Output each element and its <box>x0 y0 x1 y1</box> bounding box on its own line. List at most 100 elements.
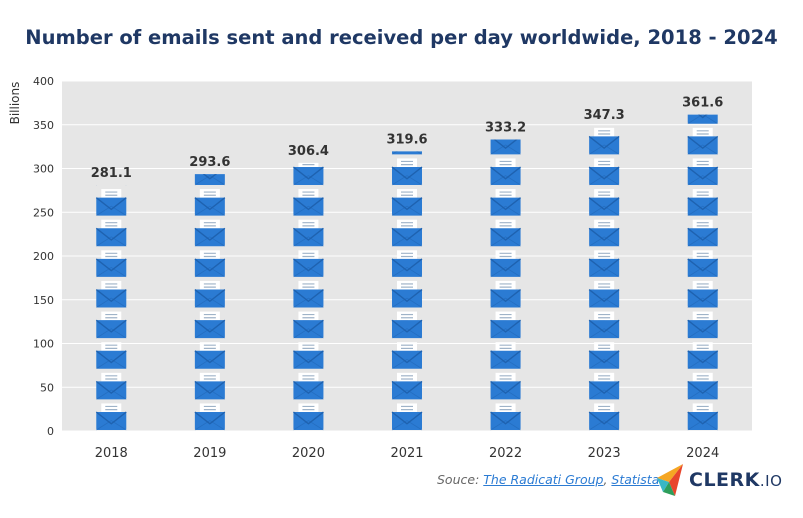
envelope-fold <box>588 236 620 247</box>
envelope-fold <box>391 297 423 308</box>
envelope-fold <box>490 328 521 339</box>
x-tick-label: 2019 <box>193 446 226 461</box>
envelope-flap <box>588 166 620 180</box>
clerk-logo-text: CLERK.IO <box>689 469 782 491</box>
envelope-flap <box>687 380 719 395</box>
envelope-fold <box>588 420 620 431</box>
bar-2018 <box>95 185 127 431</box>
envelope-fold <box>391 358 423 370</box>
envelope-fold <box>687 236 718 247</box>
envelope-flap <box>588 380 620 395</box>
envelope-flap <box>194 319 226 333</box>
envelope-fold <box>687 175 718 186</box>
y-axis-label: Billions <box>8 82 22 125</box>
envelope-flap <box>493 139 518 150</box>
envelope-stack <box>292 162 324 431</box>
envelope-fold <box>293 175 324 186</box>
envelope-fold <box>293 266 324 278</box>
data-labels: 281.1 293.6 306.4 319.6 333.2 347.3 361.6 <box>91 96 724 181</box>
source-link-radicati[interactable]: The Radicati Group <box>483 472 604 487</box>
envelope-flap <box>391 258 423 272</box>
envelope-fold <box>293 328 324 339</box>
envelope-stack <box>391 151 423 431</box>
bar-2023 <box>588 127 620 431</box>
envelope-fold <box>687 144 718 155</box>
clerk-logo[interactable]: CLERK.IO <box>655 462 782 502</box>
bar-2019 <box>194 174 226 431</box>
envelope-flap <box>687 288 719 303</box>
envelope-fold <box>490 266 521 278</box>
envelope-stack <box>194 174 226 431</box>
envelope-flap <box>490 350 522 364</box>
envelope-fold <box>194 389 226 400</box>
envelope-flap <box>292 319 324 333</box>
envelope-stack <box>588 127 620 431</box>
envelope-flap <box>292 197 324 211</box>
clerk-arrow-logo-icon <box>657 464 683 496</box>
envelope-fold <box>588 266 620 278</box>
y-axis-ticks: 0 50 100 150 200 250 300 350 400 <box>33 75 54 438</box>
envelope-fold <box>194 358 226 370</box>
envelope-fold <box>588 205 620 216</box>
envelope-fold <box>293 205 324 216</box>
envelope-flap <box>490 197 522 211</box>
y-tick-label: 150 <box>33 294 54 307</box>
envelope-fold <box>194 297 226 308</box>
envelope-fold <box>293 389 324 400</box>
envelope-flap <box>194 411 226 425</box>
envelope-fold <box>96 420 127 431</box>
envelope-fold <box>490 420 521 431</box>
data-label: 281.1 <box>91 166 132 181</box>
source-prefix: Souce: <box>437 472 484 487</box>
data-label: 319.6 <box>386 132 427 147</box>
envelope-flap <box>490 319 522 333</box>
bar-2024 <box>687 114 719 431</box>
chart-title: Number of emails sent and received per d… <box>25 26 778 49</box>
envelope-flap <box>194 288 226 303</box>
y-tick-label: 350 <box>33 119 54 132</box>
envelope-fold <box>293 297 324 308</box>
envelope-fold <box>490 144 521 155</box>
envelope-flap <box>588 197 620 211</box>
envelope-fold <box>588 175 620 186</box>
envelope-fold <box>391 236 423 247</box>
envelope-flap <box>194 350 226 364</box>
envelope-fold <box>687 389 718 400</box>
envelope-body <box>392 151 422 155</box>
envelope-stack <box>687 114 719 431</box>
envelope-flap <box>687 319 719 333</box>
source-link-statista[interactable]: Statista <box>611 472 660 487</box>
envelope-fold <box>490 297 521 308</box>
logo-suffix: .IO <box>759 472 783 490</box>
envelope-fold <box>687 420 718 431</box>
envelope-flap <box>194 258 226 272</box>
data-label: 333.2 <box>485 120 526 135</box>
x-axis-ticks: 2018 2019 2020 2021 2022 2023 2024 <box>95 446 720 461</box>
envelope-fold <box>687 266 718 278</box>
envelope-fold <box>194 175 226 186</box>
y-tick-label: 300 <box>33 163 54 176</box>
x-tick-label: 2018 <box>95 446 128 461</box>
envelope-fold <box>96 236 127 247</box>
envelope-flap <box>194 227 226 241</box>
data-label: 361.6 <box>682 96 723 111</box>
envelope-fold <box>96 328 127 339</box>
envelope-fold <box>687 328 718 339</box>
y-tick-label: 400 <box>33 75 54 88</box>
envelope-flap <box>391 166 423 180</box>
bar-2022 <box>490 139 522 431</box>
envelope-fold <box>391 420 423 431</box>
envelope-flap <box>292 258 324 272</box>
y-tick-label: 50 <box>40 381 54 394</box>
envelope-flap <box>194 380 226 395</box>
envelope-fold <box>293 358 324 370</box>
envelope-fold <box>588 144 620 155</box>
envelope-flap <box>292 411 324 425</box>
envelope-fold <box>96 389 127 400</box>
envelope-flap <box>292 350 324 364</box>
envelope-flap <box>490 227 522 241</box>
x-tick-label: 2020 <box>292 446 325 461</box>
x-tick-label: 2024 <box>686 446 719 461</box>
envelope-flap <box>292 380 324 395</box>
envelope-flap <box>588 319 620 333</box>
